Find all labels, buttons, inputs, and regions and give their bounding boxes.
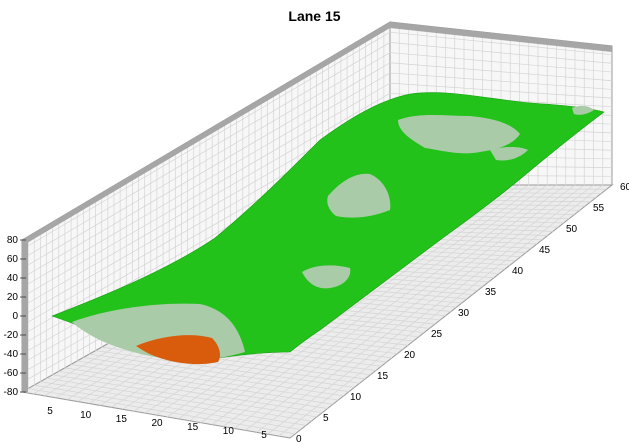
z-tick-label: -40 <box>4 349 19 360</box>
length-tick-label: 35 <box>485 287 497 298</box>
length-tick-label: 5 <box>323 413 329 424</box>
surface-light-patch <box>398 115 520 154</box>
z-tick-label: -20 <box>4 330 19 341</box>
grid-line <box>189 184 529 422</box>
grid-line <box>222 184 557 427</box>
back-wall-top-edge <box>390 22 612 52</box>
length-tick-label: 15 <box>377 371 389 382</box>
grid-line <box>233 184 566 429</box>
surface-light-patch <box>572 105 594 115</box>
width-tick-label: 15 <box>116 414 128 425</box>
length-tick-label: 25 <box>431 329 443 340</box>
surface-low-patch <box>136 335 220 365</box>
z-tick-label: 60 <box>7 254 19 265</box>
z-tick-label: 80 <box>7 235 19 246</box>
front-axis-ticks: 5 10 15 20 15 10 5 <box>47 406 267 441</box>
length-tick-label: 45 <box>539 245 551 256</box>
chart-title: Lane 15 <box>288 8 341 24</box>
length-tick-label: 0 <box>296 434 302 444</box>
grid-line <box>200 184 539 423</box>
z-tick-label: -80 <box>4 387 19 398</box>
length-tick-label: 50 <box>566 224 578 235</box>
length-tick-label: 40 <box>512 266 524 277</box>
grid-line <box>211 184 548 425</box>
width-tick-label: 5 <box>261 430 267 441</box>
width-tick-label: 10 <box>223 426 235 437</box>
surface-light-patch <box>490 147 528 161</box>
grid-line <box>278 184 603 437</box>
grid-line <box>256 184 585 433</box>
left-wall-top-edge <box>22 22 390 246</box>
z-axis-ticks: 80 60 40 20 0 -20 -40 -60 -80 <box>4 235 26 398</box>
width-tick-label: 15 <box>187 422 199 433</box>
surface-light-patch <box>302 265 351 289</box>
grid-line <box>245 184 576 431</box>
z-tick-label: 20 <box>7 292 19 303</box>
length-tick-label: 10 <box>350 392 362 403</box>
z-tick-label: 0 <box>12 311 18 322</box>
z-tick-label: -60 <box>4 368 19 379</box>
z-tick-label: 40 <box>7 273 19 284</box>
width-tick-label: 20 <box>151 418 163 429</box>
surface <box>51 92 605 365</box>
grid-line <box>267 184 594 435</box>
length-tick-label: 30 <box>458 308 470 319</box>
length-tick-label: 55 <box>593 203 605 214</box>
right-axis-ticks: 0 5 10 15 20 25 30 35 40 45 50 55 60 <box>296 182 629 444</box>
surface-light-patch <box>327 173 391 218</box>
length-tick-label: 60 <box>620 182 629 193</box>
length-tick-label: 20 <box>404 350 416 361</box>
width-tick-label: 10 <box>80 410 92 421</box>
width-tick-label: 5 <box>47 406 53 417</box>
